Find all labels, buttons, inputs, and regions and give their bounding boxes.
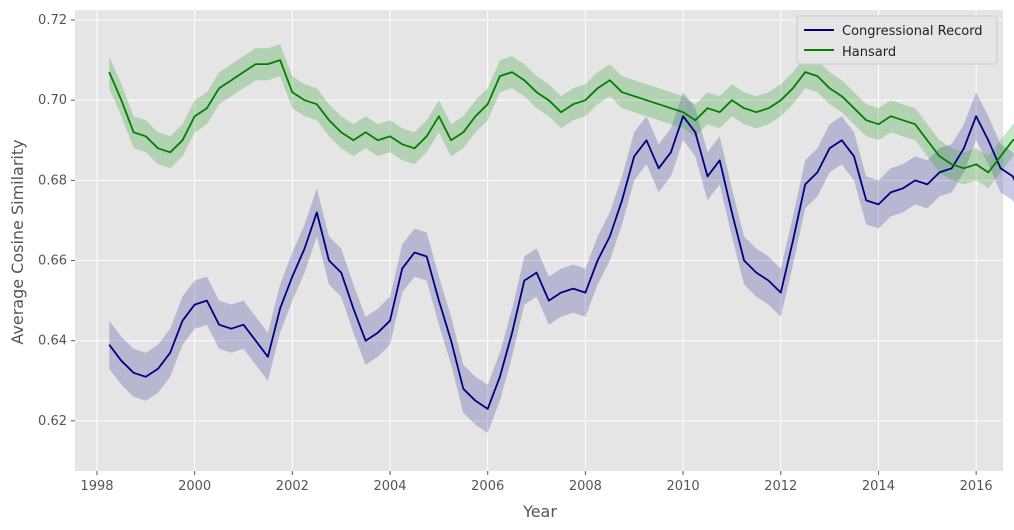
x-tick-label: 2006 xyxy=(471,479,504,494)
x-tick-label: 2000 xyxy=(178,479,211,494)
legend: Congressional Record Hansard xyxy=(796,15,998,65)
line-congressional-record xyxy=(108,115,1014,410)
x-tick-label: 2008 xyxy=(569,479,602,494)
y-axis-label: Average Cosine Similarity xyxy=(8,139,27,344)
grid-lines xyxy=(75,10,1003,471)
x-tick-label: 2002 xyxy=(276,479,309,494)
legend-label-congressional-record: Congressional Record xyxy=(842,24,983,39)
legend-box xyxy=(796,15,998,65)
band-hansard xyxy=(109,44,1014,189)
y-tick-label: 0.68 xyxy=(38,173,67,188)
x-tick-label: 2012 xyxy=(764,479,797,494)
legend-label-hansard: Hansard xyxy=(842,45,896,60)
y-tick-label: 0.64 xyxy=(38,334,67,349)
series-lines xyxy=(108,59,1014,410)
x-tick-label: 2010 xyxy=(667,479,700,494)
y-tick-label: 0.66 xyxy=(38,254,67,269)
line-hansard xyxy=(108,59,1014,174)
y-tick-label: 0.62 xyxy=(38,414,67,429)
x-tick-label: 2014 xyxy=(862,479,895,494)
x-axis-label: Year xyxy=(522,502,557,521)
x-tick-label: 1998 xyxy=(80,479,113,494)
x-tick-label: 2004 xyxy=(373,479,406,494)
y-axis-ticks: 0.62 0.64 0.66 0.68 0.70 0.72 xyxy=(38,13,75,429)
y-tick-label: 0.72 xyxy=(38,13,67,28)
plot-background xyxy=(75,10,1003,471)
y-tick-label: 0.70 xyxy=(38,93,67,108)
x-tick-label: 2016 xyxy=(960,479,993,494)
confidence-bands xyxy=(109,44,1014,433)
x-axis-ticks: 1998 2000 2002 2004 2006 2008 2010 2012 2014 2016 xyxy=(80,471,993,494)
band-congressional-record xyxy=(109,92,1014,433)
